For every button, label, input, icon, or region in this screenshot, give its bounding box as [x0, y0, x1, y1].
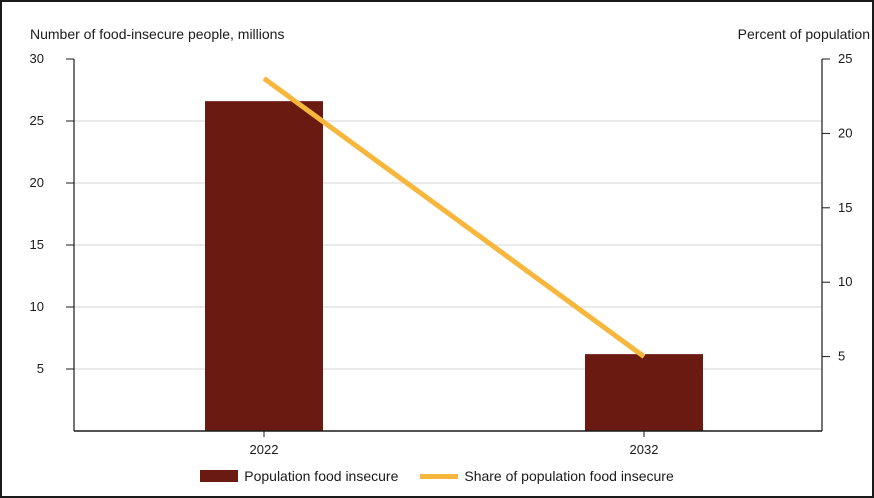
left-tick-label: 10	[30, 299, 44, 314]
right-tick-label: 15	[838, 200, 852, 215]
legend-label-line: Share of population food insecure	[464, 468, 674, 484]
right-tick-label: 20	[838, 125, 852, 140]
right-tick-label: 5	[838, 349, 845, 364]
left-tick-label: 5	[37, 361, 44, 376]
legend-item-bar: Population food insecure	[200, 468, 398, 484]
left-tick-label: 25	[30, 113, 44, 128]
bar-2032	[585, 354, 703, 431]
left-tick-label: 20	[30, 175, 44, 190]
bar-2022	[205, 101, 323, 431]
share-line	[262, 76, 646, 359]
legend-swatch-line	[420, 473, 459, 479]
legend-label-bar: Population food insecure	[244, 468, 399, 484]
left-tick-label: 30	[30, 51, 44, 66]
right-tick-label: 10	[838, 274, 852, 289]
legend-item-line: Share of population food insecure	[420, 468, 674, 484]
left-tick-label: 15	[30, 237, 44, 252]
legend: Population food insecure Share of popula…	[2, 468, 872, 484]
left-axis-title: Number of food-insecure people, millions	[30, 26, 285, 42]
right-axis-title: Percent of population	[737, 26, 870, 42]
x-tick-label-2022: 2022	[250, 442, 279, 457]
x-tick-label-2032: 2032	[630, 442, 659, 457]
legend-swatch-bar	[200, 470, 239, 482]
right-tick-label: 25	[838, 51, 852, 66]
